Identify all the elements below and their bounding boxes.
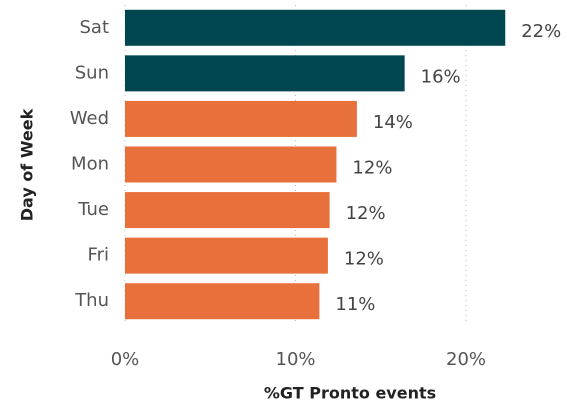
- value-label: 12%: [346, 203, 386, 224]
- bar: [125, 192, 330, 229]
- bar: [125, 283, 320, 320]
- y-tick-label: Thu: [74, 290, 109, 311]
- x-tick-label: 20%: [446, 349, 486, 370]
- y-tick-label: Sun: [75, 62, 109, 83]
- value-label: 11%: [335, 294, 375, 315]
- value-label: 16%: [421, 66, 461, 87]
- x-axis-title: %GT Pronto events: [264, 384, 436, 403]
- x-tick-label: 10%: [276, 349, 316, 370]
- value-label: 12%: [344, 249, 384, 270]
- bar: [125, 55, 405, 92]
- value-label: 12%: [352, 158, 392, 179]
- y-tick-label: Tue: [77, 199, 109, 220]
- value-label: 22%: [521, 21, 561, 42]
- y-tick-label: Sat: [79, 17, 109, 38]
- bar: [125, 9, 506, 46]
- y-tick-label: Mon: [71, 154, 109, 175]
- x-tick-label: 0%: [111, 349, 140, 370]
- y-axis-title: Day of Week: [18, 108, 37, 221]
- bar: [125, 146, 337, 183]
- value-label: 14%: [373, 112, 413, 133]
- y-tick-label: Wed: [70, 108, 109, 129]
- y-tick-label: Fri: [88, 245, 109, 266]
- bar: [125, 100, 357, 137]
- bar: [125, 237, 328, 274]
